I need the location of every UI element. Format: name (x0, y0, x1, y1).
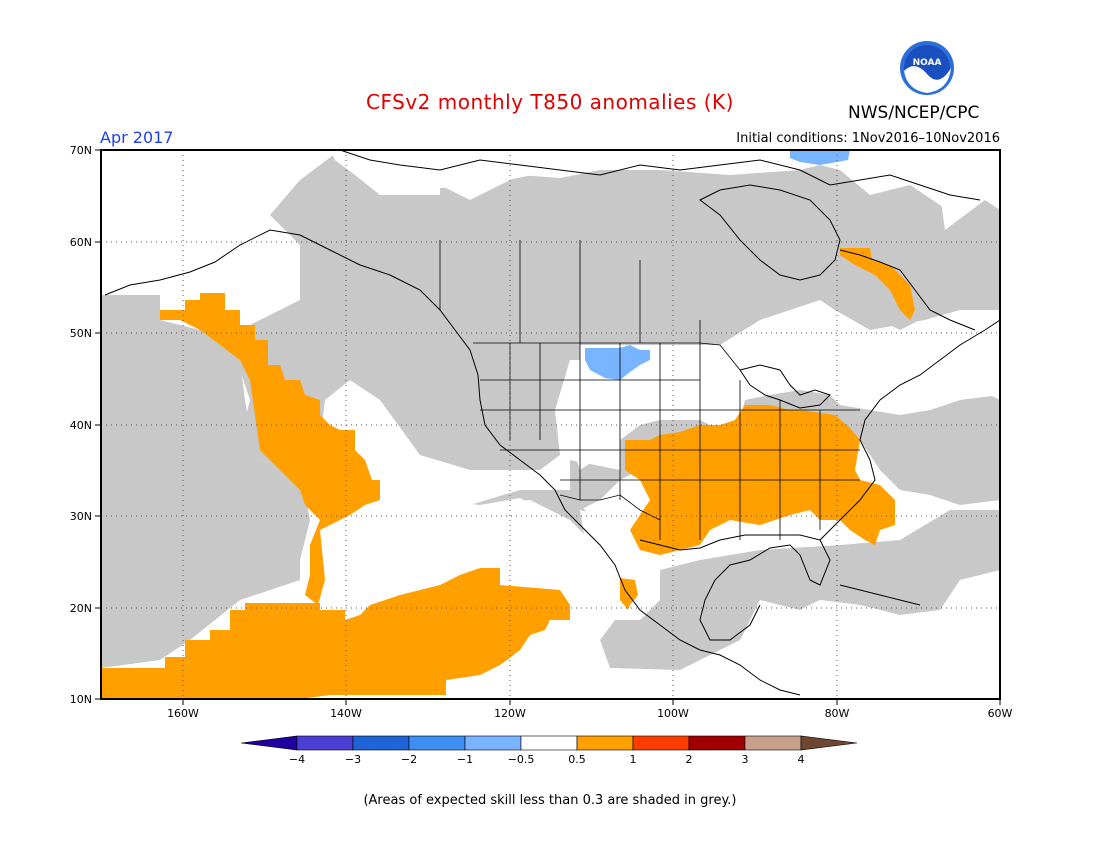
colorbar-label: 0.5 (568, 753, 586, 766)
coast-canada-north (339, 150, 981, 201)
colorbar-segment (520, 735, 578, 751)
agency-label: NWS/NCEP/CPC (848, 103, 980, 123)
coast-gulf (639, 534, 831, 641)
colorbar-label: −3 (345, 753, 361, 766)
colorbar-segment (688, 735, 746, 751)
lon-label: 60W (988, 707, 1013, 720)
white-mexico (580, 510, 660, 620)
colorbar-segment (240, 735, 298, 751)
chart-title: CFSv2 monthly T850 anomalies (K) (366, 90, 734, 114)
low-skill-mask (101, 150, 1000, 670)
canada-province-borders (439, 240, 701, 343)
blue-northern-plains (585, 345, 650, 380)
state-grid (480, 343, 860, 540)
colorbar-segment (576, 735, 634, 751)
state-borders (439, 240, 860, 540)
colorbar-label: 2 (686, 753, 693, 766)
lon-label: 140W (330, 707, 362, 720)
orange-mexico-coast (620, 578, 638, 610)
us-mexico-border (559, 494, 661, 521)
blue-arctic (790, 150, 850, 165)
colorbar-label: −4 (289, 753, 305, 766)
coast-labrador (839, 249, 976, 331)
colorbar-segments (240, 735, 858, 751)
lon-label: 160W (167, 707, 199, 720)
lat-label: 70N (70, 144, 92, 157)
orange-alaska-coast (160, 293, 380, 605)
anomaly-map: 70N 60N 50N 40N 30N 20N 10N 160W 140W 12… (70, 144, 1013, 720)
lat-label: 10N (70, 693, 92, 706)
lon-label: 120W (494, 707, 526, 720)
colorbar-label: 4 (798, 753, 805, 766)
white-pacific (320, 498, 570, 605)
cool-anomaly (585, 150, 850, 380)
coast-atlantic (819, 319, 1000, 541)
grey-pacific-north (101, 150, 1000, 470)
coast-alaska (104, 229, 801, 696)
white-arctic (330, 150, 620, 190)
grey-subtropics (340, 490, 1000, 670)
lat-label: 50N (70, 327, 92, 340)
colorbar: −4 −3 −2 −1 −0.5 0.5 1 2 3 4 (240, 735, 858, 766)
lon-label: 100W (657, 707, 689, 720)
great-lakes (739, 364, 831, 409)
colorbar-segment (296, 735, 354, 751)
colorbar-segment (632, 735, 690, 751)
colorbar-label: 1 (630, 753, 637, 766)
axis-ticks (95, 149, 1001, 705)
footnote: (Areas of expected skill less than 0.3 a… (363, 793, 737, 808)
colorbar-segment (352, 735, 410, 751)
colorbar-label: −1 (457, 753, 473, 766)
lat-label: 40N (70, 419, 92, 432)
colorbar-segment (800, 735, 858, 751)
colorbar-label: −0.5 (508, 753, 535, 766)
noaa-logo: NOAA (900, 41, 954, 95)
grey-pacific-south (101, 320, 310, 668)
orange-pacific-tropics (101, 568, 570, 699)
colorbar-labels: −4 −3 −2 −1 −0.5 0.5 1 2 3 4 (289, 753, 805, 766)
colorbar-label: −2 (401, 753, 417, 766)
lon-label: 80W (825, 707, 850, 720)
orange-quebec (840, 248, 915, 320)
lat-label: 30N (70, 510, 92, 523)
colorbar-label: 3 (742, 753, 749, 766)
lat-label: 60N (70, 236, 92, 249)
coastlines (104, 150, 1000, 696)
initial-conditions: Initial conditions: 1Nov2016–10Nov2016 (736, 131, 1000, 146)
lat-label: 20N (70, 602, 92, 615)
coast-hudson (699, 184, 841, 281)
noaa-logo-text: NOAA (913, 58, 942, 68)
colorbar-segment (408, 735, 466, 751)
colorbar-segment (464, 735, 522, 751)
white-hudson (910, 175, 1000, 215)
colorbar-segment (744, 735, 802, 751)
white-caribbean (740, 580, 1000, 699)
coast-cuba (839, 584, 921, 606)
valid-month: Apr 2017 (100, 128, 174, 147)
